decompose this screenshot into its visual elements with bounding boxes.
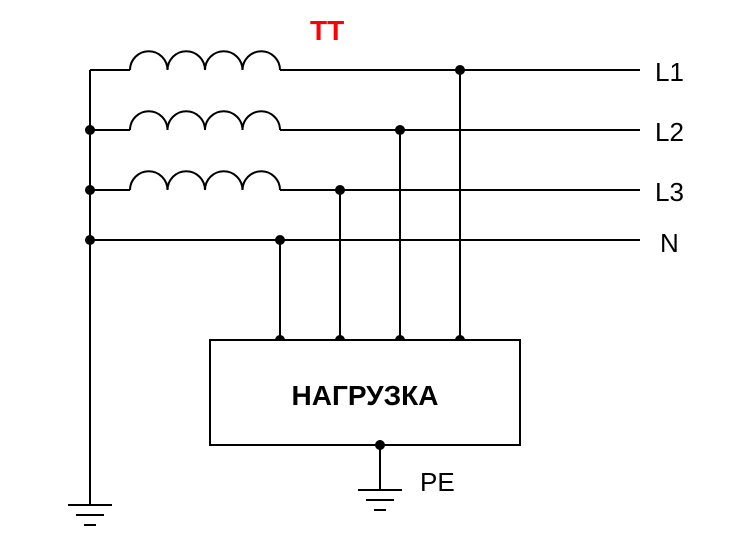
- node-tap-L2: [396, 126, 404, 134]
- label-PE: PE: [420, 467, 455, 498]
- circuit-diagram: [68, 51, 640, 525]
- node-tap-N: [276, 236, 284, 244]
- pe-ground-icon: [358, 490, 402, 510]
- diagram-title: TT: [310, 15, 344, 47]
- label-N: N: [660, 228, 679, 259]
- node-L3-left: [86, 186, 94, 194]
- label-L2: L2: [655, 117, 684, 148]
- node-tap-L3: [336, 186, 344, 194]
- label-L1: L1: [655, 57, 684, 88]
- load-label: НАГРУЗКА: [280, 380, 450, 412]
- node-N-left: [86, 236, 94, 244]
- label-L3: L3: [655, 177, 684, 208]
- node-tap-L1: [456, 66, 464, 74]
- line-L2: [90, 111, 640, 130]
- source-ground-icon: [68, 505, 112, 525]
- line-L3: [90, 171, 640, 190]
- node-pe-top: [376, 441, 384, 449]
- line-L1: [90, 51, 640, 70]
- node-L2-left: [86, 126, 94, 134]
